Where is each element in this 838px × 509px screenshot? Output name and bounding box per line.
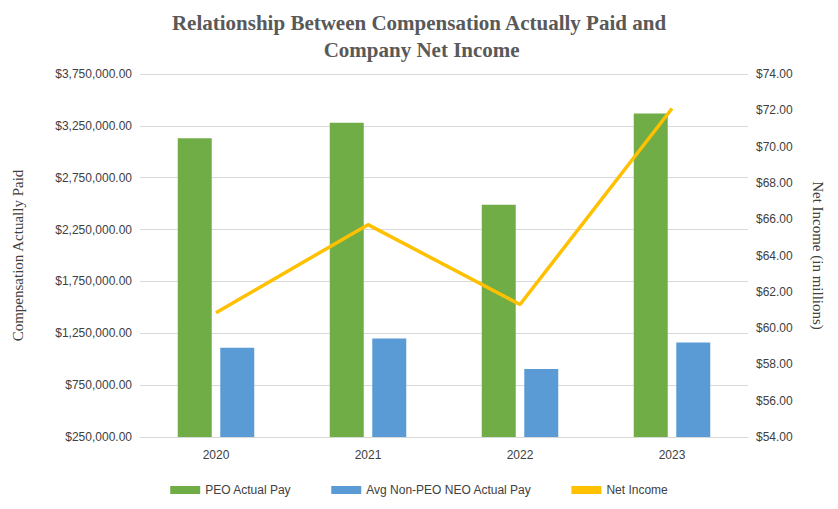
svg-text:PEO Actual Pay: PEO Actual Pay [205,483,290,497]
svg-text:$74.00: $74.00 [756,67,793,81]
svg-text:$1,250,000.00: $1,250,000.00 [55,326,132,340]
svg-text:Relationship Between Compensat: Relationship Between Compensation Actual… [172,11,666,35]
svg-text:$62.00: $62.00 [756,285,793,299]
svg-text:2020: 2020 [203,448,230,462]
svg-text:$60.00: $60.00 [756,321,793,335]
svg-text:$1,750,000.00: $1,750,000.00 [55,274,132,288]
svg-text:2021: 2021 [355,448,382,462]
svg-text:$58.00: $58.00 [756,357,793,371]
svg-text:$3,750,000.00: $3,750,000.00 [55,67,132,81]
svg-text:$70.00: $70.00 [756,140,793,154]
svg-text:$56.00: $56.00 [756,394,793,408]
svg-text:$250,000.00: $250,000.00 [65,430,132,444]
svg-text:$64.00: $64.00 [756,249,793,263]
svg-text:$72.00: $72.00 [756,103,793,117]
svg-text:Company Net Income: Company Net Income [318,38,519,62]
svg-text:$2,250,000.00: $2,250,000.00 [55,223,132,237]
svg-text:Compensation Actually Paid: Compensation Actually Paid [10,169,26,341]
svg-text:$68.00: $68.00 [756,176,793,190]
svg-text:Net Income (in millions): Net Income (in millions) [809,181,826,330]
svg-text:$750,000.00: $750,000.00 [65,378,132,392]
svg-text:$2,750,000.00: $2,750,000.00 [55,171,132,185]
svg-text:Avg Non-PEO NEO Actual Pay: Avg Non-PEO NEO Actual Pay [366,483,531,497]
svg-text:$3,250,000.00: $3,250,000.00 [55,119,132,133]
svg-text:$66.00: $66.00 [756,212,793,226]
svg-text:2023: 2023 [659,448,686,462]
svg-text:Net Income: Net Income [606,483,668,497]
svg-text:2022: 2022 [507,448,534,462]
svg-text:$54.00: $54.00 [756,430,793,444]
